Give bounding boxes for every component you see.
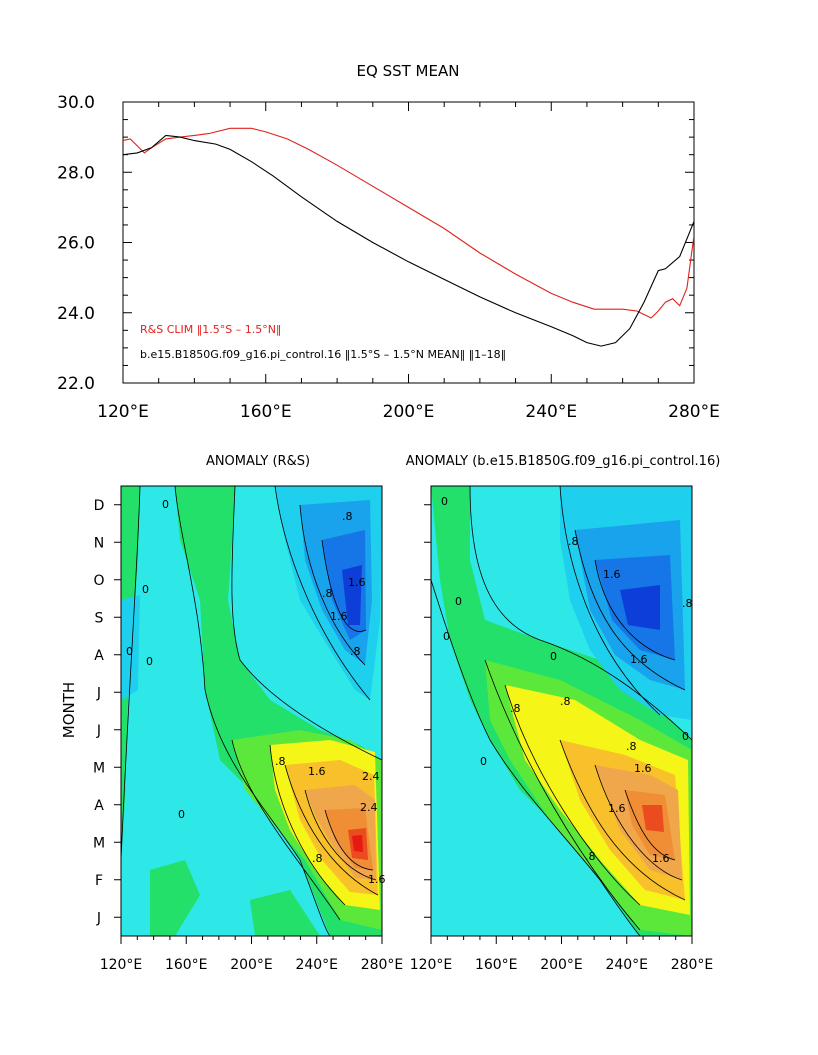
contour-label: 1.6 xyxy=(630,653,648,666)
contour-label: 1.6 xyxy=(603,568,621,581)
contour-label: .8 xyxy=(510,702,521,715)
right-contour-labels: 0 0 0 0 0 .8 .8 .8 1.6 1.6 .8 1.6 1.6 .8… xyxy=(441,495,693,865)
contour-label: .8 xyxy=(568,535,579,548)
anomaly-rs-panel: ANOMALY (R&S) xyxy=(60,454,403,973)
sst-line-chart: EQ SST MEAN 120°E 160°E 200°E 240°E 280°E 22.… xyxy=(57,62,720,422)
x-tick-label: 120°E xyxy=(97,402,149,422)
contour-label: .8 xyxy=(342,510,353,523)
legend-entry-rs: R&S CLIM ‖1.5°S – 1.5°N‖ xyxy=(140,323,281,336)
x-tick-label: 160°E xyxy=(165,957,208,973)
contour-label: 0 xyxy=(178,808,185,821)
x-tick-label: 280°E xyxy=(668,402,720,422)
x-tick-label: 240°E xyxy=(525,402,577,422)
contour-label: 1.6 xyxy=(330,610,348,623)
left-panel-title: ANOMALY (R&S) xyxy=(206,454,310,469)
y-tick-label: M xyxy=(93,760,105,776)
anomaly-model-panel: ANOMALY (b.e15.B1850G.f09_g16.pi_control… xyxy=(406,454,721,973)
contour-label: .8 xyxy=(350,645,361,658)
y-tick-label: F xyxy=(95,873,103,889)
left-contour-labels: 0 0 0 0 0 .8 .8 .8 1.6 1.6 .8 1.6 2.4 2.… xyxy=(126,498,386,886)
series-line-rs-clim xyxy=(123,127,694,319)
contour-label: 2.4 xyxy=(360,801,378,814)
y-tick-label: 26.0 xyxy=(57,234,95,254)
top-plot-frame xyxy=(122,101,695,384)
contour-label: .8 xyxy=(322,587,333,600)
top-axis-ticks: 120°E 160°E 200°E 240°E 280°E 22.0 24.0 26.0 28.… xyxy=(57,93,720,422)
y-tick-label: 30.0 xyxy=(57,93,95,113)
top-series-lines xyxy=(123,127,694,347)
contour-label: 0 xyxy=(455,595,462,608)
contour-label: 0 xyxy=(443,630,450,643)
y-tick-label: 28.0 xyxy=(57,163,95,183)
x-tick-label: 240°E xyxy=(605,957,648,973)
x-tick-label: 280°E xyxy=(361,957,404,973)
series-line-model xyxy=(123,134,694,347)
y-tick-label: A xyxy=(94,648,104,664)
top-chart-title: EQ SST MEAN xyxy=(357,62,460,80)
y-tick-label: 24.0 xyxy=(57,304,95,324)
contour-label: 1.6 xyxy=(652,852,670,865)
x-tick-label: 120°E xyxy=(100,957,143,973)
y-tick-label: J xyxy=(96,723,101,739)
y-tick-label: A xyxy=(94,798,104,814)
x-tick-label: 160°E xyxy=(475,957,518,973)
y-tick-label: S xyxy=(95,610,104,626)
contour-label: 1.6 xyxy=(608,802,626,815)
contour-label: 0 xyxy=(162,498,169,511)
contour-label: .8 xyxy=(682,597,693,610)
contour-label: .8 xyxy=(275,755,286,768)
legend-entry-model: b.e15.B1850G.f09_g16.pi_control.16 ‖1.5°… xyxy=(140,348,506,361)
contour-label: .8 xyxy=(585,850,596,863)
right-contour-fill xyxy=(431,486,692,936)
month-axis-label: MONTH xyxy=(60,682,78,738)
x-tick-label: 200°E xyxy=(540,957,583,973)
x-tick-label: 280°E xyxy=(671,957,714,973)
right-contours xyxy=(431,486,692,936)
y-tick-label: J xyxy=(96,910,101,926)
left-axis-ticks: 120°E 160°E 200°E 240°E 280°E J F M A M J J A S O N D xyxy=(93,498,403,973)
contour-label: 0 xyxy=(146,655,153,668)
y-tick-label: M xyxy=(93,835,105,851)
contour-label: 0 xyxy=(682,730,689,743)
contour-label: 0 xyxy=(480,755,487,768)
y-tick-label: D xyxy=(94,498,105,514)
left-contour-fill xyxy=(121,486,382,936)
right-axis-ticks: 120°E 160°E 200°E 240°E 280°E xyxy=(410,504,714,973)
right-panel-title: ANOMALY (b.e15.B1850G.f09_g16.pi_control… xyxy=(406,454,721,469)
y-tick-label: N xyxy=(94,535,104,551)
contour-label: 1.6 xyxy=(308,765,326,778)
x-tick-label: 160°E xyxy=(240,402,292,422)
contour-label: 0 xyxy=(550,650,557,663)
x-tick-label: 240°E xyxy=(295,957,338,973)
contour-label: 2.4 xyxy=(362,770,380,783)
contour-label: 1.6 xyxy=(634,762,652,775)
contour-label: 0 xyxy=(142,583,149,596)
contour-label: 1.6 xyxy=(368,873,386,886)
contour-label: .8 xyxy=(560,695,571,708)
y-tick-label: O xyxy=(93,573,104,589)
x-tick-label: 200°E xyxy=(383,402,435,422)
contour-label: .8 xyxy=(312,852,323,865)
x-tick-label: 120°E xyxy=(410,957,453,973)
contour-label: .8 xyxy=(626,740,637,753)
contour-label: 1.6 xyxy=(348,576,366,589)
left-contours xyxy=(121,486,382,936)
contour-label: 0 xyxy=(441,495,448,508)
contour-label: 0 xyxy=(126,645,133,658)
x-tick-label: 200°E xyxy=(230,957,273,973)
y-tick-label: J xyxy=(96,685,101,701)
y-tick-label: 22.0 xyxy=(57,374,95,394)
